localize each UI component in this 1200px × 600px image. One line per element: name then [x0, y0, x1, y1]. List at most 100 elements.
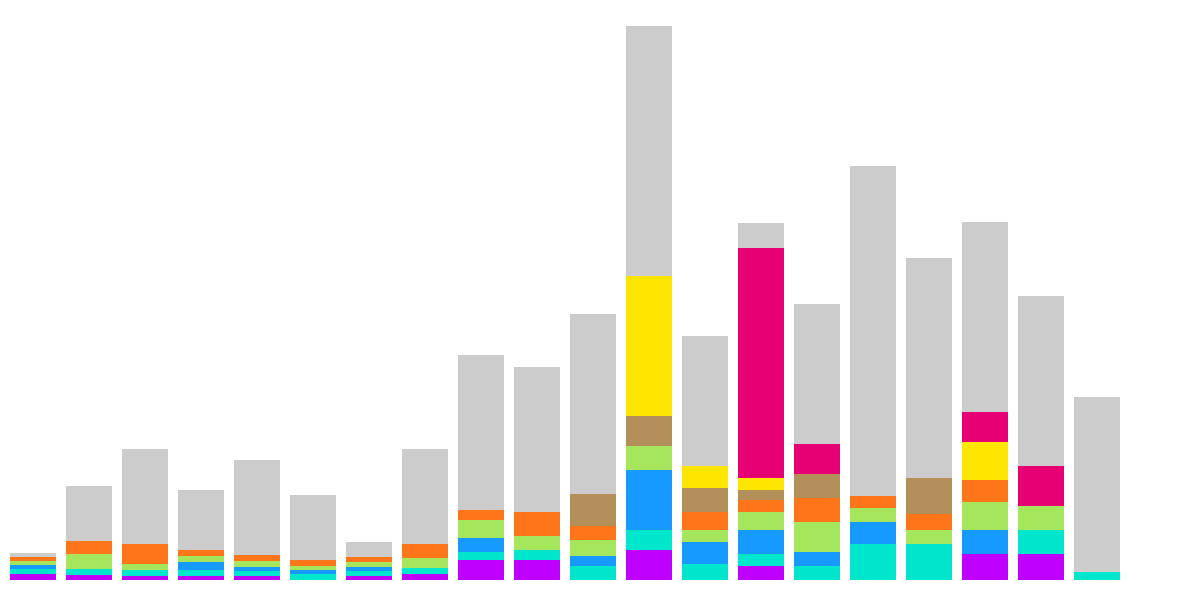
bar-7	[402, 449, 448, 580]
bar-15	[850, 166, 896, 580]
segment-lime	[514, 536, 560, 550]
segment-grey	[1018, 296, 1064, 466]
segment-teal	[570, 566, 616, 580]
segment-magenta	[402, 574, 448, 580]
segment-orange	[514, 512, 560, 536]
segment-lime	[738, 512, 784, 530]
segment-orange	[66, 541, 112, 554]
segment-teal	[1018, 530, 1064, 554]
segment-magenta	[178, 576, 224, 580]
segment-grey	[514, 367, 560, 512]
segment-grey	[962, 222, 1008, 412]
segment-blue	[794, 552, 840, 566]
bar-2	[122, 449, 168, 580]
segment-grey	[906, 258, 952, 478]
segment-grey	[66, 486, 112, 541]
segment-grey	[402, 449, 448, 544]
segment-tan	[906, 478, 952, 514]
segment-magenta	[66, 575, 112, 580]
segment-grey	[122, 449, 168, 544]
bar-11	[626, 26, 672, 580]
bar-17	[962, 222, 1008, 580]
segment-pink	[1018, 466, 1064, 506]
segment-magenta	[514, 560, 560, 580]
segment-teal	[458, 552, 504, 560]
stacked-bar-chart	[0, 0, 1200, 600]
segment-yellow	[738, 478, 784, 490]
bar-14	[794, 304, 840, 580]
segment-teal	[682, 564, 728, 580]
segment-blue	[962, 530, 1008, 554]
segment-orange	[122, 544, 168, 564]
segment-lime	[850, 508, 896, 522]
segment-orange	[794, 498, 840, 522]
segment-yellow	[962, 442, 1008, 480]
segment-magenta	[626, 550, 672, 580]
segment-grey	[458, 355, 504, 510]
segment-orange	[682, 512, 728, 530]
bar-13	[738, 223, 784, 580]
segment-lime	[458, 520, 504, 538]
segment-grey	[1074, 397, 1120, 572]
bar-12	[682, 336, 728, 580]
segment-pink	[794, 444, 840, 474]
segment-lime	[626, 446, 672, 470]
segment-magenta	[234, 576, 280, 580]
segment-lime	[570, 540, 616, 556]
bar-3	[178, 490, 224, 580]
segment-grey	[346, 542, 392, 557]
bar-5	[290, 495, 336, 580]
segment-lime	[962, 502, 1008, 530]
segment-grey	[290, 495, 336, 560]
segment-grey	[850, 166, 896, 496]
segment-grey	[794, 304, 840, 444]
segment-teal	[626, 530, 672, 550]
bar-4	[234, 460, 280, 580]
segment-orange	[906, 514, 952, 530]
bar-9	[514, 367, 560, 580]
segment-teal	[290, 574, 336, 580]
segment-blue	[570, 556, 616, 566]
bar-0	[10, 553, 56, 580]
segment-lime	[402, 558, 448, 568]
segment-grey	[234, 460, 280, 555]
segment-teal	[850, 544, 896, 580]
segment-grey	[570, 314, 616, 494]
bar-16	[906, 258, 952, 580]
segment-pink	[738, 248, 784, 478]
segment-magenta	[1018, 554, 1064, 580]
segment-orange	[962, 480, 1008, 502]
segment-orange	[570, 526, 616, 540]
bar-10	[570, 314, 616, 580]
segment-tan	[626, 416, 672, 446]
bar-6	[346, 542, 392, 580]
segment-grey	[682, 336, 728, 466]
segment-orange	[738, 500, 784, 512]
segment-tan	[794, 474, 840, 498]
segment-teal	[906, 544, 952, 580]
segment-blue	[850, 522, 896, 544]
segment-magenta	[738, 566, 784, 580]
segment-blue	[178, 562, 224, 570]
segment-magenta	[458, 560, 504, 580]
segment-lime	[682, 530, 728, 542]
segment-teal	[794, 566, 840, 580]
segment-blue	[738, 530, 784, 554]
bar-8	[458, 355, 504, 580]
segment-teal	[514, 550, 560, 560]
bar-1	[66, 486, 112, 580]
segment-yellow	[626, 276, 672, 416]
segment-teal	[738, 554, 784, 566]
segment-orange	[402, 544, 448, 558]
bar-19	[1074, 397, 1120, 580]
segment-magenta	[346, 576, 392, 580]
segment-orange	[850, 496, 896, 508]
segment-blue	[626, 470, 672, 530]
segment-grey	[178, 490, 224, 550]
segment-magenta	[962, 554, 1008, 580]
segment-magenta	[10, 574, 56, 580]
segment-magenta	[122, 576, 168, 580]
segment-blue	[682, 542, 728, 564]
bar-18	[1018, 296, 1064, 580]
segment-tan	[570, 494, 616, 526]
